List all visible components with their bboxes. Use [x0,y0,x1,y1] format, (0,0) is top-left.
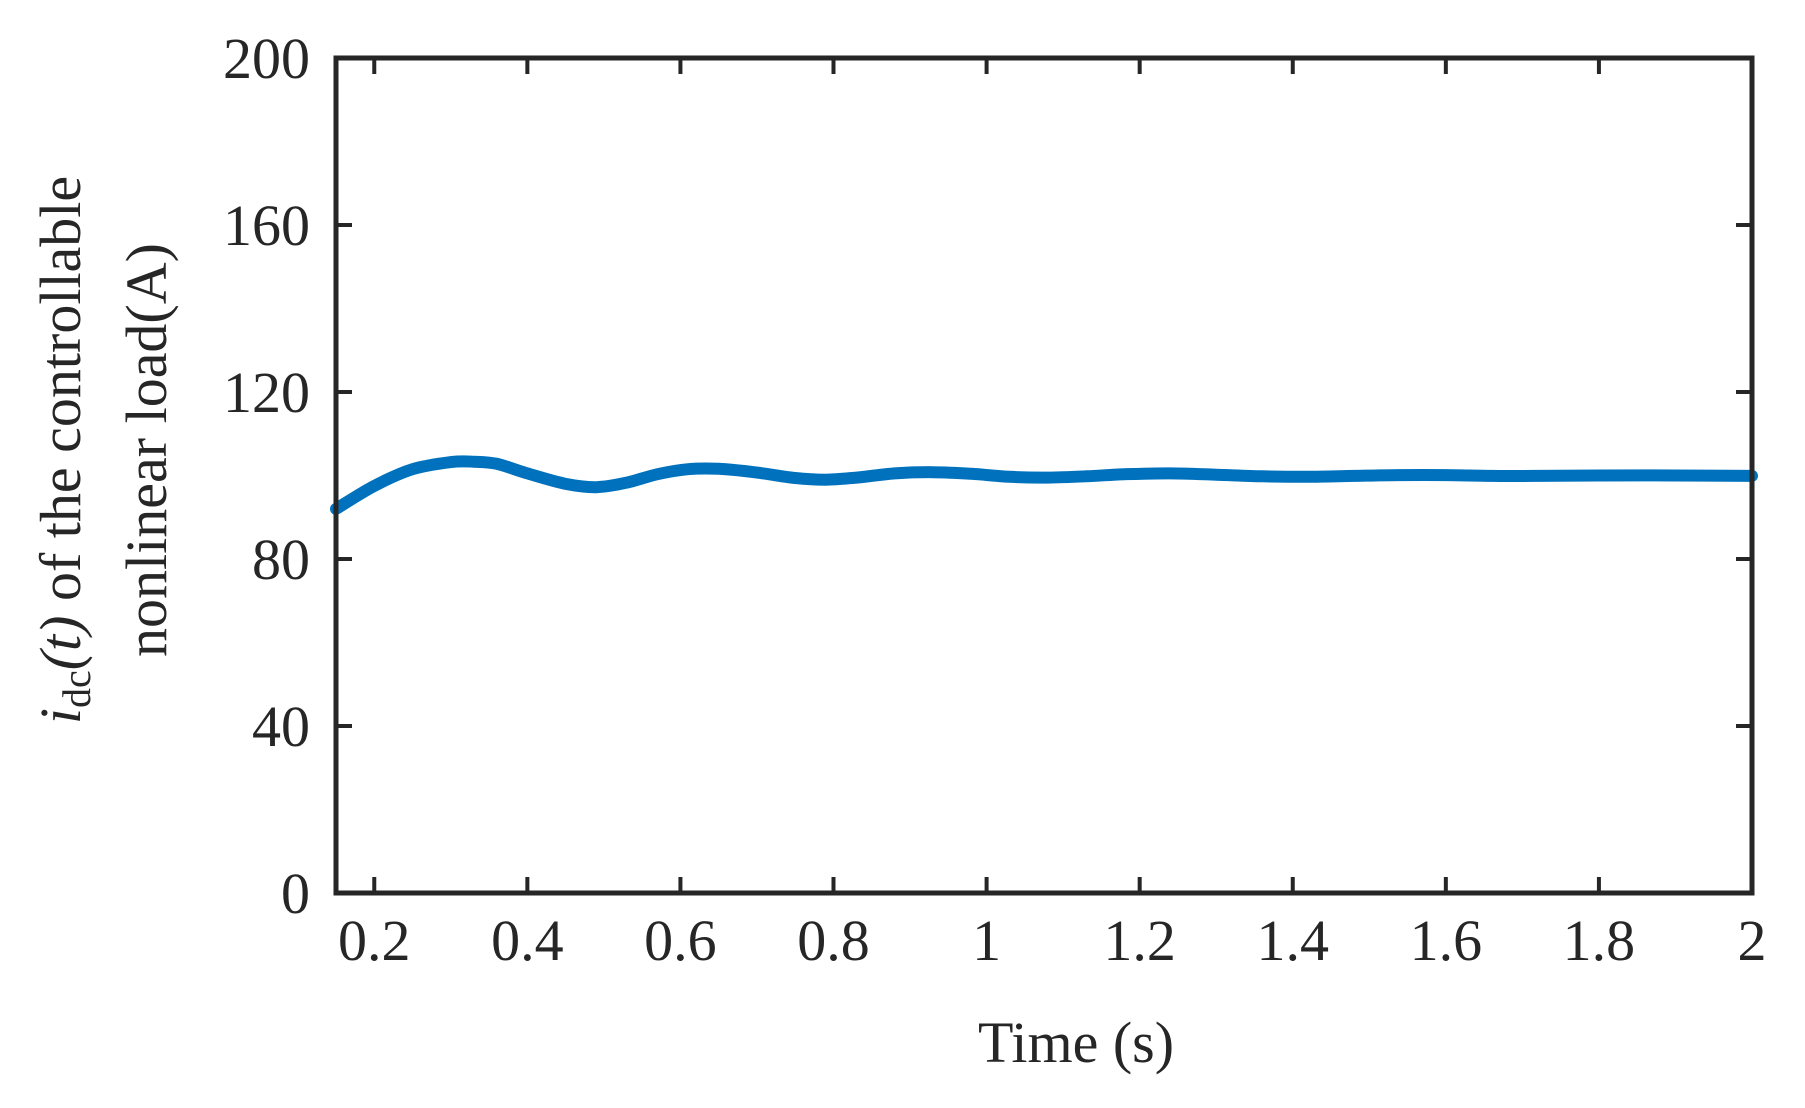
y-tick-label: 0 [281,861,310,926]
y-axis-label-line1: idc(t) of the controllable [28,176,99,724]
y-tick-label: 200 [223,26,310,91]
x-tick-label: 0.2 [338,908,411,973]
y-tick-labels: 0 40 80 120 160 200 [223,26,310,926]
x-tick-label: 0.4 [491,908,564,973]
x-tick-label: 1.4 [1257,908,1330,973]
y-axis-label: idc(t) of the controllable nonlinear loa… [28,176,179,724]
y-axis-label-sub: dc [54,670,99,708]
y-axis-label-arg: (t) [28,616,93,671]
x-tick-label: 0.8 [797,908,870,973]
x-tick-labels: 0.2 0.4 0.6 0.8 1 1.2 1.4 1.6 1.8 2 [338,908,1766,973]
x-tick-label: 1.6 [1410,908,1483,973]
x-tick-label: 0.6 [644,908,717,973]
axis-ticks [336,56,1754,895]
x-tick-label: 1 [972,908,1001,973]
y-tick-label: 120 [223,360,310,425]
x-tick-label: 1.2 [1103,908,1176,973]
series-line [330,455,1758,515]
x-axis-label: Time (s) [978,1010,1174,1075]
x-tick-label: 2 [1738,908,1767,973]
y-tick-label: 40 [252,694,310,759]
y-axis-label-rest: of the controllable [28,176,93,616]
y-tick-label: 80 [252,527,310,592]
plot-frame [333,55,1755,896]
y-tick-label: 160 [223,193,310,258]
series-group [330,455,1758,515]
x-tick-label: 1.8 [1563,908,1636,973]
y-axis-label-line2: nonlinear load(A) [114,243,179,657]
y-axis-label-var: i [28,708,93,724]
